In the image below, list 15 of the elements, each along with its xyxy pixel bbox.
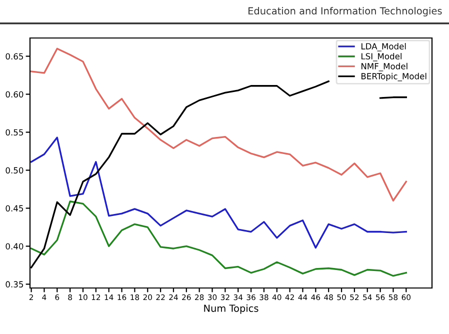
y-tick-label: 0.35	[6, 281, 24, 288]
y-tick-label: 0.55	[6, 129, 24, 136]
x-axis-title: Num Topics	[204, 304, 258, 314]
y-tick-label: 0.45	[6, 205, 24, 212]
y-tick-label: 0.50	[6, 167, 24, 174]
text: Education and Information Technologies	[248, 6, 442, 16]
y-tick-label: 0.40	[6, 243, 24, 250]
line-series	[30, 136, 407, 249]
legend-label: LDA_Model	[362, 43, 406, 52]
y-tick-label: 0.60	[6, 91, 24, 98]
legend-label: LSI_Model	[362, 52, 402, 62]
legend-label: NMF_Model	[362, 62, 408, 72]
y-tick-label: 0.65	[6, 53, 24, 60]
line-series	[30, 200, 407, 277]
legend-label: BERTopic_Model	[362, 72, 426, 82]
